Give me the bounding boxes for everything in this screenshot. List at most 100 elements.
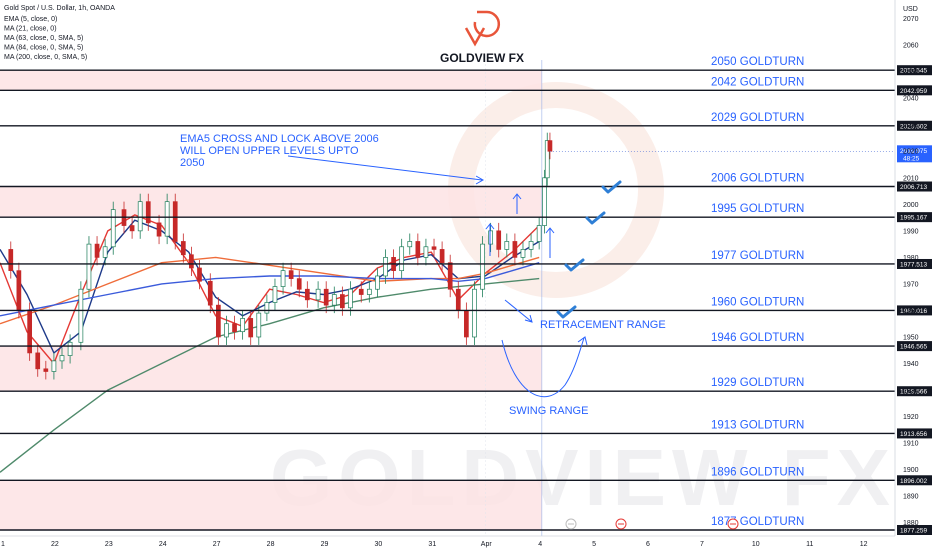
x-tick-15: 11 xyxy=(806,541,813,548)
candle-body-27 xyxy=(232,323,237,333)
candle-body-11 xyxy=(94,243,100,258)
candle-body-49 xyxy=(415,241,421,258)
x-tick-6: 29 xyxy=(321,541,329,548)
candle-body-60 xyxy=(504,241,510,250)
check-icon-3 xyxy=(556,305,577,319)
level-tag-5: 1977.513 xyxy=(900,261,927,268)
candle-body-35 xyxy=(296,278,302,290)
y-tick-13: 2010 xyxy=(903,175,919,182)
y-tick-9: 1970 xyxy=(903,281,919,288)
level-tag-2: 2029.602 xyxy=(900,123,927,130)
level-tag-bg-5 xyxy=(897,258,932,269)
level-label-1: 2042 GOLDTURN xyxy=(711,76,804,88)
level-label-10: 1896 GOLDTURN xyxy=(711,466,804,478)
level-tag-10: 1896.002 xyxy=(900,478,927,485)
candle-body-61 xyxy=(512,241,518,258)
candle-body-22 xyxy=(189,254,194,269)
candle-body-4 xyxy=(35,352,41,370)
candle-body-45 xyxy=(383,257,388,277)
candle-body-47 xyxy=(399,246,405,272)
up-arrow-head-0 xyxy=(485,223,495,230)
candle-body-50 xyxy=(423,246,429,258)
indicator-legend-0: EMA (5, close, 0) xyxy=(4,16,57,23)
y-tick-2: 1900 xyxy=(903,467,919,474)
x-tick-13: 7 xyxy=(700,541,704,548)
level-label-8: 1929 GOLDTURN xyxy=(711,377,804,389)
candle-body-42 xyxy=(358,288,364,295)
level-tag-bg-6 xyxy=(897,305,932,316)
level-tag-bg-11 xyxy=(897,525,932,536)
x-tick-5: 28 xyxy=(267,541,275,548)
candle-body-48 xyxy=(407,241,413,248)
y-axis-label: USD xyxy=(903,6,918,13)
candle-body-8 xyxy=(67,341,73,356)
level-label-5: 1977 GOLDTURN xyxy=(711,250,804,262)
level-label-7: 1946 GOLDTURN xyxy=(711,332,804,344)
candle-body-25 xyxy=(216,304,221,338)
up-arrow-head-2 xyxy=(545,227,555,234)
check-icon-0 xyxy=(601,180,622,194)
annotation-retracement-0: RETRACEMENT RANGE xyxy=(540,319,666,331)
y-tick-17: 2050 xyxy=(903,69,919,76)
bar-countdown: 48:25 xyxy=(903,155,920,162)
y-tick-0: 1880 xyxy=(903,520,919,527)
y-tick-14: 2020 xyxy=(903,149,919,156)
swing-curve xyxy=(501,337,585,398)
candle-body-54 xyxy=(455,288,461,311)
y-tick-16: 2040 xyxy=(903,96,919,103)
logo-text: GOLDVIEW FX xyxy=(440,51,524,65)
current-price-tag-bg xyxy=(897,145,932,163)
indicator-legend-4: MA (200, close, 0, SMA, 5) xyxy=(4,54,87,61)
candle-body-23 xyxy=(197,267,202,282)
zone-1 xyxy=(0,186,542,218)
x-tick-2: 23 xyxy=(105,541,113,548)
candle-body-44 xyxy=(375,275,380,290)
level-tag-9: 1913.656 xyxy=(900,431,927,438)
level-tag-bg-10 xyxy=(897,475,932,486)
x-tick-7: 30 xyxy=(375,541,383,548)
candle-body-34 xyxy=(288,270,294,279)
level-tag-bg-7 xyxy=(897,341,932,352)
indicator-legend-2: MA (63, close, 0, SMA, 5) xyxy=(4,35,83,42)
annotation-swing-0: SWING RANGE xyxy=(509,405,588,417)
ma-line-2 xyxy=(0,256,540,325)
level-tag-6: 1960.016 xyxy=(900,308,927,315)
level-tag-11: 1877.259 xyxy=(900,528,927,535)
level-label-6: 1960 GOLDTURN xyxy=(711,296,804,308)
candle-body-16 xyxy=(137,201,143,232)
annotation-ema-note-1: WILL OPEN UPPER LEVELS UPTO xyxy=(180,145,359,157)
candle-body-37 xyxy=(315,288,321,301)
y-tick-6: 1940 xyxy=(903,361,919,368)
x-tick-16: 12 xyxy=(860,541,868,548)
level-tag-3: 2006.713 xyxy=(900,184,927,191)
level-tag-bg-2 xyxy=(897,120,932,131)
level-tag-bg-1 xyxy=(897,85,932,96)
candle-body-19 xyxy=(164,201,170,237)
retrace-arrow-head xyxy=(524,314,533,323)
candle-body-5 xyxy=(43,368,49,372)
candle-body-13 xyxy=(110,209,116,248)
y-tick-11: 1990 xyxy=(903,228,919,235)
x-tick-10: 4 xyxy=(538,541,542,548)
x-tick-9: Apr xyxy=(481,541,493,548)
candle-body-63 xyxy=(528,241,534,250)
candle-body-65 xyxy=(542,177,547,226)
level-tag-7: 1946.565 xyxy=(900,344,927,351)
x-tick-3: 24 xyxy=(159,541,167,548)
ema-arrow-head xyxy=(475,175,485,185)
candle-body-6 xyxy=(51,360,57,372)
candle-body-59 xyxy=(496,230,502,250)
ma-line-3 xyxy=(0,262,540,317)
candle-body-15 xyxy=(129,225,135,232)
symbol-title: Gold Spot / U.S. Dollar, 1h, OANDA xyxy=(4,5,115,12)
y-tick-19: 2070 xyxy=(903,16,919,23)
level-tag-bg-8 xyxy=(897,386,932,397)
check-icon-1 xyxy=(585,211,606,225)
candle-body-32 xyxy=(272,286,278,303)
candle-body-26 xyxy=(224,323,229,338)
y-tick-1: 1890 xyxy=(903,494,919,501)
x-tick-0: 1 xyxy=(1,541,5,548)
candle-body-10 xyxy=(86,243,92,290)
candle-body-40 xyxy=(340,294,345,309)
